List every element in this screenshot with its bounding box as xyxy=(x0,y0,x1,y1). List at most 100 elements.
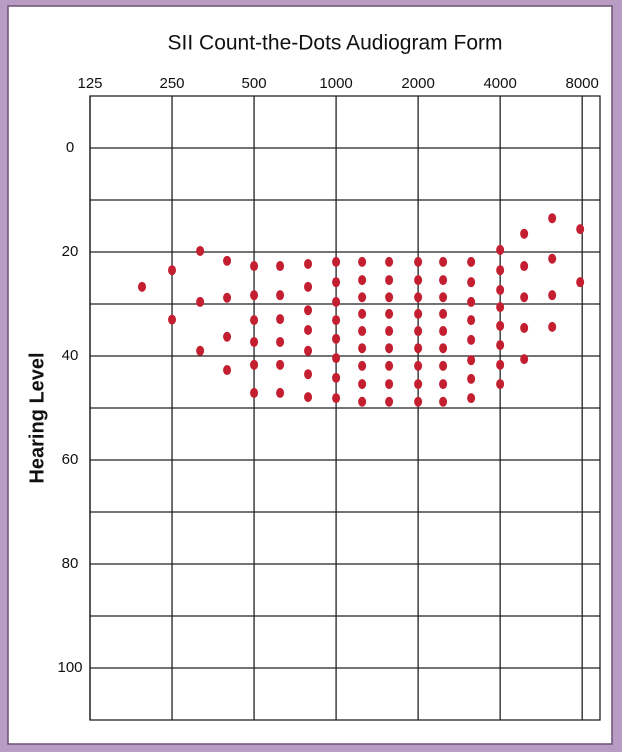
dot xyxy=(439,396,448,407)
dot xyxy=(548,213,557,224)
dot xyxy=(385,396,394,407)
dot xyxy=(358,275,367,286)
dot xyxy=(385,308,394,319)
dot xyxy=(496,265,505,276)
dot xyxy=(138,281,147,292)
dot xyxy=(385,360,394,371)
dot xyxy=(304,281,313,292)
x-tick-label: 500 xyxy=(242,75,267,92)
dot xyxy=(414,360,423,371)
dot xyxy=(439,256,448,267)
dot xyxy=(576,224,585,235)
dot xyxy=(385,343,394,354)
dot xyxy=(276,387,285,398)
dot xyxy=(439,379,448,390)
dot xyxy=(414,379,423,390)
dot xyxy=(439,343,448,354)
dot xyxy=(520,228,529,239)
y-tick-label: 60 xyxy=(62,451,79,468)
dot xyxy=(467,334,476,345)
dot xyxy=(414,292,423,303)
dot xyxy=(358,292,367,303)
dot xyxy=(439,326,448,337)
dot xyxy=(414,343,423,354)
dot xyxy=(168,314,177,325)
dot xyxy=(496,359,505,370)
x-tick-label: 8000 xyxy=(565,75,598,92)
dot xyxy=(276,359,285,370)
dot xyxy=(196,245,205,256)
dot xyxy=(304,325,313,335)
dot xyxy=(520,292,529,303)
dot xyxy=(304,345,313,356)
dot xyxy=(332,353,341,364)
dot xyxy=(223,292,232,303)
dot xyxy=(250,315,259,326)
dot xyxy=(385,256,394,267)
dot xyxy=(467,277,476,288)
dot xyxy=(358,256,367,267)
dot xyxy=(467,393,476,404)
dot xyxy=(358,396,367,407)
dot xyxy=(332,315,341,326)
dot xyxy=(304,258,313,269)
dot xyxy=(414,326,423,337)
dot xyxy=(223,365,232,376)
dot xyxy=(250,261,259,272)
dot xyxy=(385,326,394,337)
dot xyxy=(548,253,557,264)
dot xyxy=(548,321,557,332)
dot xyxy=(304,392,313,403)
dot xyxy=(439,275,448,286)
dot xyxy=(496,302,505,313)
dot xyxy=(358,326,367,337)
dot xyxy=(576,277,585,288)
dot xyxy=(332,296,341,307)
dot xyxy=(196,296,205,307)
dot xyxy=(223,255,232,266)
x-tick-label: 4000 xyxy=(483,75,516,92)
dot xyxy=(196,345,205,356)
dot xyxy=(439,292,448,303)
dot xyxy=(276,261,285,272)
dot xyxy=(276,336,285,347)
y-tick-label: 100 xyxy=(57,659,82,676)
dot xyxy=(304,305,313,316)
dot xyxy=(520,354,529,365)
dot xyxy=(385,292,394,303)
dot xyxy=(250,387,259,398)
y-tick-label: 0 xyxy=(66,139,74,156)
dot xyxy=(385,379,394,390)
dot xyxy=(496,340,505,351)
dot xyxy=(223,331,232,342)
dot xyxy=(548,290,557,301)
dot xyxy=(439,360,448,371)
dot xyxy=(414,275,423,286)
x-tick-label: 1000 xyxy=(319,75,352,92)
dot xyxy=(332,333,341,344)
dot xyxy=(332,277,341,288)
x-tick-label: 250 xyxy=(160,75,185,92)
dot xyxy=(358,343,367,354)
y-tick-label: 20 xyxy=(62,243,79,260)
dot xyxy=(520,261,529,272)
dot xyxy=(414,396,423,407)
y-tick-label: 40 xyxy=(62,347,79,364)
dot xyxy=(467,315,476,326)
dot xyxy=(276,314,285,325)
dot xyxy=(358,308,367,319)
dot xyxy=(439,308,448,319)
dot xyxy=(332,256,341,267)
dot xyxy=(496,379,505,390)
dot xyxy=(276,290,285,301)
x-tick-label: 2000 xyxy=(401,75,434,92)
dot xyxy=(467,296,476,307)
dot xyxy=(467,256,476,267)
dot xyxy=(520,322,529,333)
dot xyxy=(250,336,259,347)
dot xyxy=(358,360,367,371)
dot xyxy=(332,372,341,383)
dot xyxy=(467,355,476,366)
